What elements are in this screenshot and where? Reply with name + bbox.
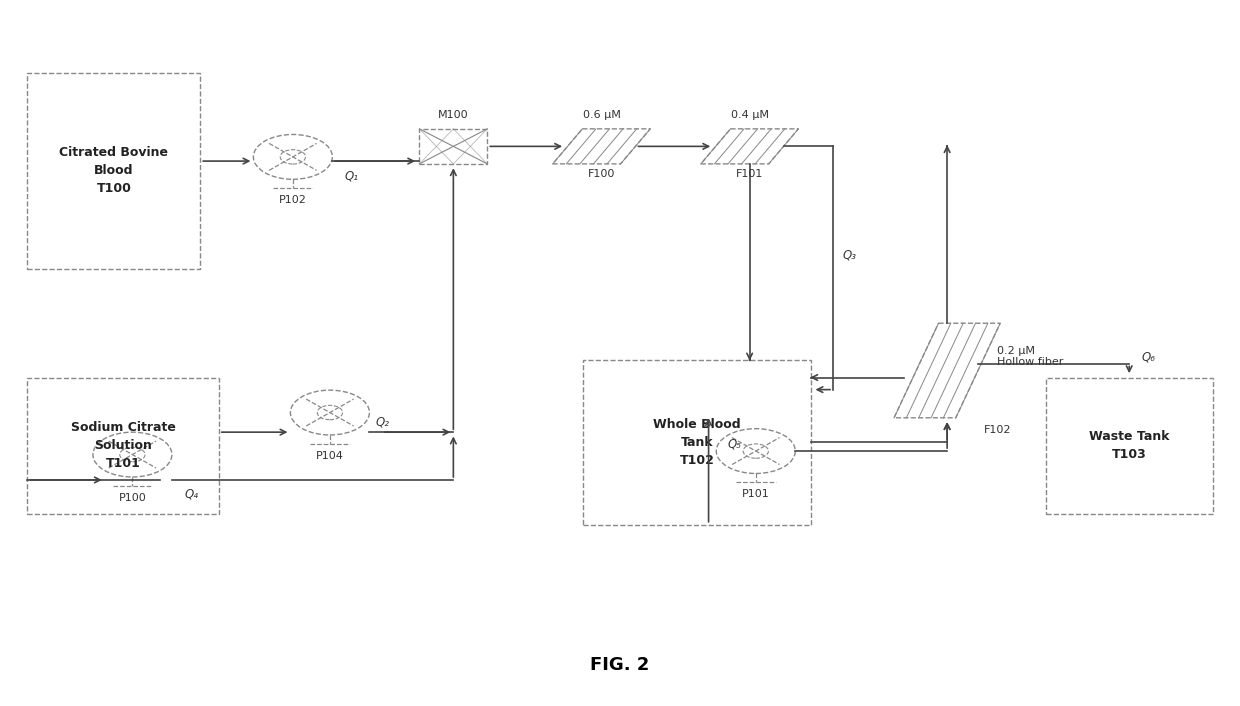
Bar: [419, 129, 487, 164]
Text: 0.6 μM: 0.6 μM: [583, 110, 620, 121]
Text: P102: P102: [279, 195, 306, 205]
Text: FIG. 2: FIG. 2: [590, 656, 650, 674]
Text: Q₂: Q₂: [376, 415, 389, 428]
Text: F100: F100: [588, 169, 615, 179]
Text: Sodium Citrate
Solution
T101: Sodium Citrate Solution T101: [71, 421, 176, 470]
Text: F102: F102: [985, 425, 1012, 435]
Text: Q₁: Q₁: [345, 170, 358, 183]
Text: Whole Blood
Tank
T102: Whole Blood Tank T102: [653, 418, 742, 467]
Text: P104: P104: [316, 450, 343, 460]
Text: 0.2 μM
Hollow fiber: 0.2 μM Hollow fiber: [997, 345, 1063, 367]
Text: P101: P101: [742, 489, 770, 499]
Text: F101: F101: [735, 169, 764, 179]
Bar: [583, 360, 811, 525]
Text: 0.4 μM: 0.4 μM: [730, 110, 769, 121]
Text: Waste Tank
T103: Waste Tank T103: [1089, 431, 1169, 461]
Text: Citrated Bovine
Blood
T100: Citrated Bovine Blood T100: [60, 146, 169, 196]
Text: Q₃: Q₃: [843, 249, 857, 261]
Bar: [1045, 378, 1213, 514]
Text: Q₅: Q₅: [727, 438, 742, 450]
Text: M100: M100: [438, 110, 469, 121]
Bar: [27, 73, 201, 269]
Bar: [27, 378, 218, 514]
Text: Q₆: Q₆: [1142, 350, 1156, 363]
Text: Q₄: Q₄: [185, 487, 198, 501]
Text: P100: P100: [119, 493, 146, 503]
